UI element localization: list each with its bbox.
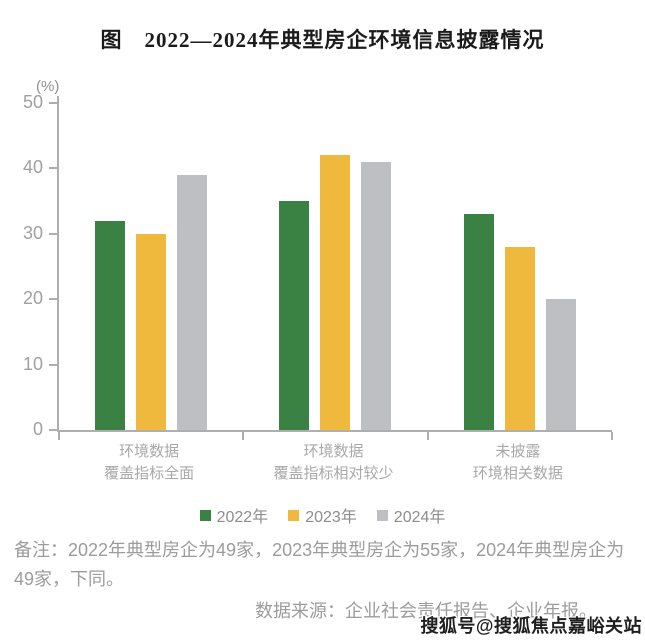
- plot-area: 0 10 20 30 40 50: [23, 92, 613, 440]
- bar-2023年-group3: [504, 246, 535, 430]
- bar-2024年-group1: [177, 174, 208, 430]
- page-title: 图 2022—2024年典型房企环境信息披露情况: [100, 28, 545, 52]
- y-axis-tick: [49, 232, 57, 235]
- x-axis-category-labels: 环境数据 覆盖指标全面 环境数据 覆盖指标相对较少 未披露 环境相关数据: [57, 441, 610, 485]
- watermark-text: 搜狐号@搜狐焦点嘉峪关站: [420, 616, 642, 636]
- y-axis-tick: [49, 298, 57, 301]
- y-axis-tick: [49, 167, 57, 170]
- bar-2023年-group2: [320, 155, 351, 430]
- bar-2022年-group2: [279, 201, 310, 430]
- legend-label: 2022年: [216, 509, 269, 526]
- y-axis-tick-label: 40: [22, 157, 43, 178]
- bar-2023年-group1: [136, 233, 167, 430]
- x-axis-tick: [426, 432, 429, 440]
- bar-group-1: [59, 96, 243, 430]
- legend-swatch: [199, 509, 211, 521]
- bar-2022年-group1: [95, 220, 126, 430]
- y-axis-tick-label: 30: [22, 222, 43, 243]
- x-axis-tick: [242, 432, 245, 440]
- source-text: 数据来源：企业社会责任报告、企业年报。: [255, 601, 597, 621]
- y-axis-tick: [49, 102, 57, 104]
- bar-2024年-group3: [545, 299, 576, 430]
- legend-item-2023年: 2023年: [288, 503, 357, 527]
- legend-label: 2024年: [393, 509, 446, 526]
- y-axis-tick: [49, 363, 57, 366]
- legend-swatch: [376, 509, 388, 521]
- legend-item-2022年: 2022年: [199, 503, 269, 527]
- x-axis-tick: [611, 432, 613, 440]
- y-axis-tick-label: 50: [22, 92, 43, 112]
- bar-2022年-group3: [463, 214, 494, 430]
- x-axis-tick: [58, 432, 60, 440]
- category-label-2: 环境数据 覆盖指标相对较少: [273, 443, 394, 482]
- y-axis-tick: [49, 429, 57, 431]
- y-axis-tick-label: 0: [32, 419, 43, 439]
- bar-group-3: [428, 96, 612, 430]
- category-label-1: 环境数据 覆盖指标全面: [104, 443, 195, 482]
- y-axis-unit-label: (%): [36, 78, 60, 95]
- legend-swatch: [288, 509, 300, 521]
- bar-groups: [59, 96, 612, 430]
- bar-2024年-group2: [361, 161, 392, 430]
- note-text: 备注：2022年典型房企为49家，2023年典型房企为55家，2024年典型房企…: [14, 540, 625, 589]
- legend: 2022年 2023年 2024年: [0, 503, 645, 527]
- legend-item-2024年: 2024年: [376, 503, 446, 527]
- category-label-3: 未披露 环境相关数据: [472, 443, 563, 482]
- legend-label: 2023年: [305, 509, 357, 526]
- bar-group-2: [243, 96, 427, 430]
- y-axis-tick-label: 10: [22, 353, 43, 374]
- y-axis-tick-label: 20: [22, 288, 43, 309]
